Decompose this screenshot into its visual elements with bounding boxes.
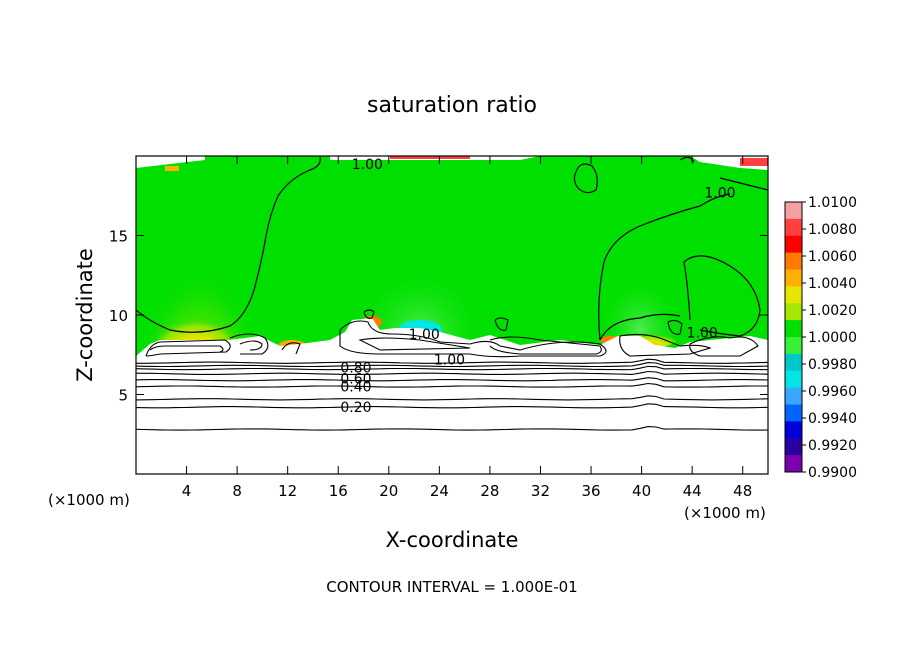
y-axis-label: Z-coordinate — [73, 248, 97, 382]
contour-label: 1.00 — [704, 186, 735, 202]
colorbar: 1.0100 1.0080 1.0060 1.0040 1.0020 1.0000 0.99… — [784, 195, 857, 481]
top-strip — [740, 158, 768, 166]
colorbar-label: 1.0080 — [808, 222, 857, 238]
colorbar-segment — [785, 218, 802, 237]
colorbar-segment — [785, 202, 802, 220]
x-tick-label: 4 — [182, 482, 192, 500]
x-tick-label: 24 — [430, 482, 449, 500]
x-tick-label: 28 — [480, 482, 499, 500]
colorbar-label: 0.9900 — [808, 465, 857, 481]
y-tick-label: 5 — [118, 387, 128, 405]
colorbar-segment — [785, 286, 802, 304]
colorbar-segment — [785, 320, 802, 338]
contour-label: 0.20 — [340, 400, 371, 416]
colorbar-segment — [785, 353, 802, 372]
y-tick-label: 15 — [109, 228, 128, 246]
x-unit-left: (×1000 m) — [48, 491, 130, 509]
colorbar-segment — [785, 370, 802, 389]
footer-note: CONTOUR INTERVAL = 1.000E-01 — [326, 578, 577, 596]
contour-labels: 1.00 1.00 1.00 1.00 1.00 0.800.600.40 0.20 — [340, 157, 735, 416]
contour-label: 1.00 — [352, 157, 383, 173]
x-tick-label: 48 — [733, 482, 752, 500]
top-strip — [136, 156, 768, 170]
colorbar-label: 0.9940 — [808, 411, 857, 427]
colorbar-segment — [785, 235, 802, 254]
contour-label: 1.00 — [434, 353, 465, 369]
colorbar-label: 0.9960 — [808, 384, 857, 400]
x-tick-label: 8 — [232, 482, 242, 500]
y-tick-label: 10 — [109, 307, 128, 325]
contour-label: 0.60 — [340, 372, 371, 388]
contour-line — [136, 370, 768, 375]
colorbar-segment — [785, 404, 802, 422]
colorbar-segment — [785, 303, 802, 321]
contour-line — [136, 365, 768, 371]
contour-line — [136, 377, 768, 382]
colorbar-segment — [785, 337, 802, 355]
contour-line — [136, 362, 768, 368]
unit-contours — [136, 156, 768, 341]
colorbar-label: 1.0100 — [808, 195, 857, 211]
x-tick-label: 32 — [531, 482, 550, 500]
chart-title: saturation ratio — [367, 93, 537, 118]
colorbar-label: 0.9980 — [808, 357, 857, 373]
plot-area — [136, 156, 768, 474]
contour-line — [136, 395, 768, 401]
colorbar-segment — [785, 387, 802, 405]
x-tick-label: 44 — [683, 482, 702, 500]
colorbar-segment — [785, 455, 802, 473]
contour-line — [136, 426, 768, 431]
y-axis: 5 10 15 — [109, 228, 768, 405]
colorbar-label: 1.0020 — [808, 303, 857, 319]
top-strip — [390, 156, 470, 159]
colorbar-label: 1.0040 — [808, 276, 857, 292]
x-axis: 4 8 12 16 20 24 28 32 36 40 44 48 — [182, 156, 752, 500]
colorbar-segment — [785, 421, 802, 439]
contour-line — [136, 403, 768, 409]
colorbar-label: 1.0060 — [808, 249, 857, 265]
colorbar-segment — [785, 252, 802, 270]
colorbar-segment — [785, 438, 802, 456]
top-strip — [136, 156, 205, 168]
contour-label: 0.80 — [340, 360, 371, 376]
x-axis-label: X-coordinate — [386, 528, 519, 552]
contour-lines — [136, 358, 768, 431]
cloud-base-contours — [145, 309, 759, 358]
contour-line — [136, 382, 768, 388]
x-tick-label: 40 — [632, 482, 651, 500]
contour-line — [136, 358, 768, 364]
contour-label: 1.00 — [409, 327, 440, 343]
x-unit-right: (×1000 m) — [684, 504, 766, 522]
x-tick-label: 16 — [329, 482, 348, 500]
colorbar-label: 1.0000 — [808, 330, 857, 346]
colorbar-label: 0.9920 — [808, 438, 857, 454]
subsat-region — [136, 318, 768, 474]
x-tick-label: 20 — [379, 482, 398, 500]
x-tick-label: 12 — [278, 482, 297, 500]
colorbar-segment — [785, 269, 802, 287]
contour-label: 1.00 — [687, 325, 718, 341]
contour-label: 0.40 — [340, 380, 371, 396]
top-strip — [165, 166, 179, 171]
x-tick-label: 36 — [581, 482, 600, 500]
